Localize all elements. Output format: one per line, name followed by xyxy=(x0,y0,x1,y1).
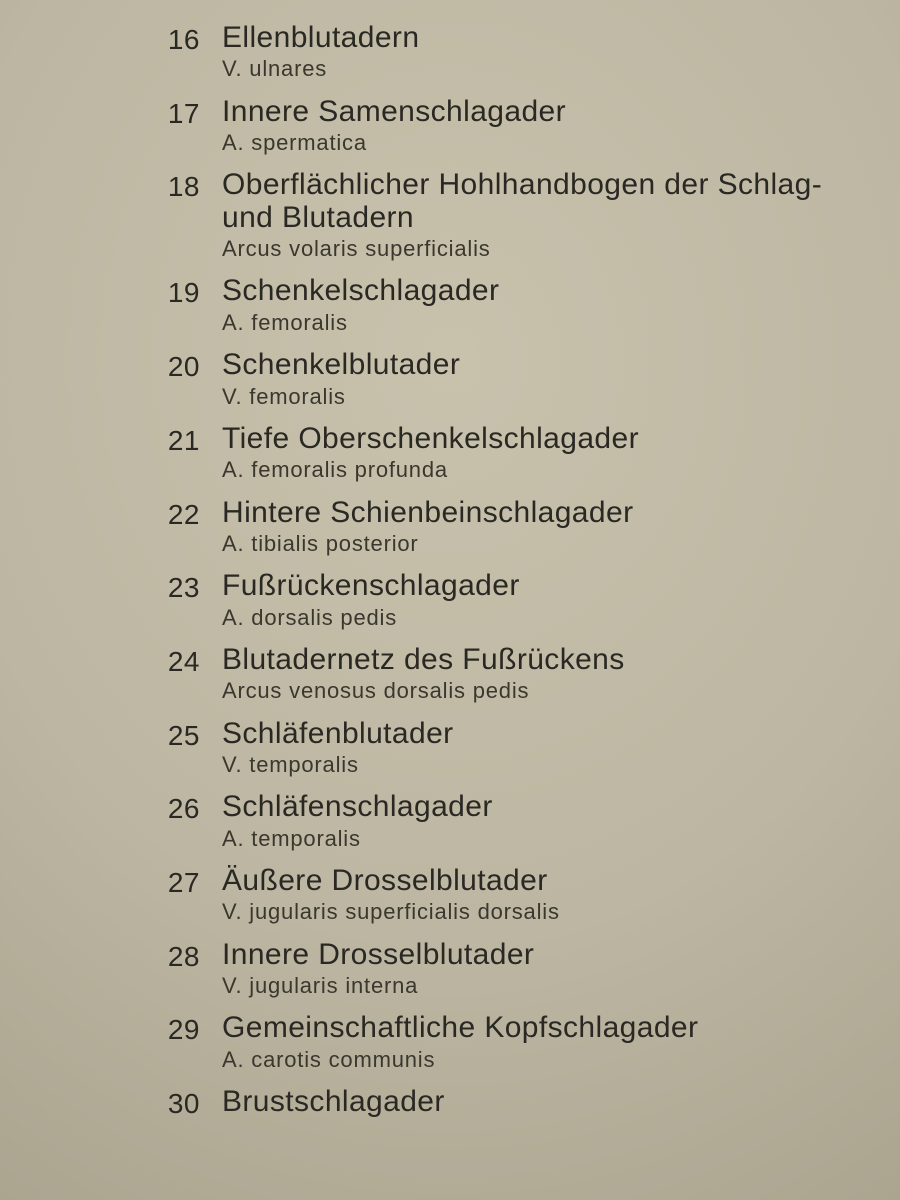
item-text: Oberflächlicher Hohlhandbogen der Schlag… xyxy=(222,169,860,261)
anatomical-terms-list: 16 Ellenblutadern V. ulnares 17 Innere S… xyxy=(0,0,900,1120)
list-item: 16 Ellenblutadern V. ulnares xyxy=(0,22,860,82)
latin-term: V. temporalis xyxy=(222,752,860,777)
item-number: 22 xyxy=(0,497,222,531)
german-term: Hintere Schienbeinschlagader xyxy=(222,497,860,529)
german-term: Gemeinschaftliche Kopfschlagader xyxy=(222,1012,860,1044)
latin-term: A. carotis communis xyxy=(222,1047,860,1072)
item-number: 23 xyxy=(0,570,222,604)
latin-term: A. spermatica xyxy=(222,130,860,155)
item-number: 27 xyxy=(0,865,222,899)
german-term: Schenkelblutader xyxy=(222,349,860,381)
item-text: Hintere Schienbeinschlagader A. tibialis… xyxy=(222,497,860,557)
item-number: 20 xyxy=(0,349,222,383)
list-item: 17 Innere Samenschlagader A. spermatica xyxy=(0,96,860,156)
latin-term: V. jugularis interna xyxy=(222,973,860,998)
item-text: Fußrückenschlagader A. dorsalis pedis xyxy=(222,570,860,630)
latin-term: A. dorsalis pedis xyxy=(222,605,860,630)
list-item: 30 Brustschlagader xyxy=(0,1086,860,1120)
german-term: Tiefe Oberschenkelschlagader xyxy=(222,423,860,455)
latin-term: A. femoralis profunda xyxy=(222,457,860,482)
list-item: 23 Fußrückenschlagader A. dorsalis pedis xyxy=(0,570,860,630)
item-number: 21 xyxy=(0,423,222,457)
german-term: Blutadernetz des Fußrückens xyxy=(222,644,860,676)
list-item: 20 Schenkelblutader V. femoralis xyxy=(0,349,860,409)
item-number: 19 xyxy=(0,275,222,309)
list-item: 28 Innere Drosselblutader V. jugularis i… xyxy=(0,939,860,999)
item-number: 16 xyxy=(0,22,222,56)
list-item: 25 Schläfenblutader V. temporalis xyxy=(0,718,860,778)
german-term: Fußrückenschlagader xyxy=(222,570,860,602)
item-text: Tiefe Oberschenkelschlagader A. femorali… xyxy=(222,423,860,483)
german-term: Ellenblutadern xyxy=(222,22,860,54)
list-item: 18 Oberflächlicher Hohlhandbogen der Sch… xyxy=(0,169,860,261)
item-text: Ellenblutadern V. ulnares xyxy=(222,22,860,82)
german-term: Schenkelschlagader xyxy=(222,275,860,307)
german-term: Schläfenblutader xyxy=(222,718,860,750)
item-text: Blutadernetz des Fußrückens Arcus venosu… xyxy=(222,644,860,704)
german-term: Oberflächlicher Hohlhandbogen der Schlag… xyxy=(222,169,860,234)
item-number: 25 xyxy=(0,718,222,752)
list-item: 22 Hintere Schienbeinschlagader A. tibia… xyxy=(0,497,860,557)
latin-term: V. femoralis xyxy=(222,384,860,409)
latin-term: Arcus volaris superficialis xyxy=(222,236,860,261)
item-number: 18 xyxy=(0,169,222,203)
item-number: 30 xyxy=(0,1086,222,1120)
item-text: Schläfenblutader V. temporalis xyxy=(222,718,860,778)
german-term: Äußere Drosselblutader xyxy=(222,865,860,897)
item-text: Innere Drosselblutader V. jugularis inte… xyxy=(222,939,860,999)
latin-term: Arcus venosus dorsalis pedis xyxy=(222,678,860,703)
latin-term: A. tibialis posterior xyxy=(222,531,860,556)
item-number: 17 xyxy=(0,96,222,130)
item-text: Äußere Drosselblutader V. jugularis supe… xyxy=(222,865,860,925)
latin-term: A. temporalis xyxy=(222,826,860,851)
item-number: 24 xyxy=(0,644,222,678)
list-item: 29 Gemeinschaftliche Kopfschlagader A. c… xyxy=(0,1012,860,1072)
item-text: Innere Samenschlagader A. spermatica xyxy=(222,96,860,156)
item-number: 26 xyxy=(0,791,222,825)
item-text: Schenkelschlagader A. femoralis xyxy=(222,275,860,335)
list-item: 19 Schenkelschlagader A. femoralis xyxy=(0,275,860,335)
latin-term: V. jugularis superficialis dorsalis xyxy=(222,899,860,924)
list-item: 27 Äußere Drosselblutader V. jugularis s… xyxy=(0,865,860,925)
item-number: 28 xyxy=(0,939,222,973)
latin-term: V. ulnares xyxy=(222,56,860,81)
list-item: 24 Blutadernetz des Fußrückens Arcus ven… xyxy=(0,644,860,704)
item-text: Gemeinschaftliche Kopfschlagader A. caro… xyxy=(222,1012,860,1072)
item-text: Schläfenschlagader A. temporalis xyxy=(222,791,860,851)
item-text: Schenkelblutader V. femoralis xyxy=(222,349,860,409)
list-item: 21 Tiefe Oberschenkelschlagader A. femor… xyxy=(0,423,860,483)
german-term: Innere Samenschlagader xyxy=(222,96,860,128)
german-term: Brustschlagader xyxy=(222,1086,860,1118)
german-term: Innere Drosselblutader xyxy=(222,939,860,971)
list-item: 26 Schläfenschlagader A. temporalis xyxy=(0,791,860,851)
item-number: 29 xyxy=(0,1012,222,1046)
item-text: Brustschlagader xyxy=(222,1086,860,1120)
latin-term: A. femoralis xyxy=(222,310,860,335)
german-term: Schläfenschlagader xyxy=(222,791,860,823)
